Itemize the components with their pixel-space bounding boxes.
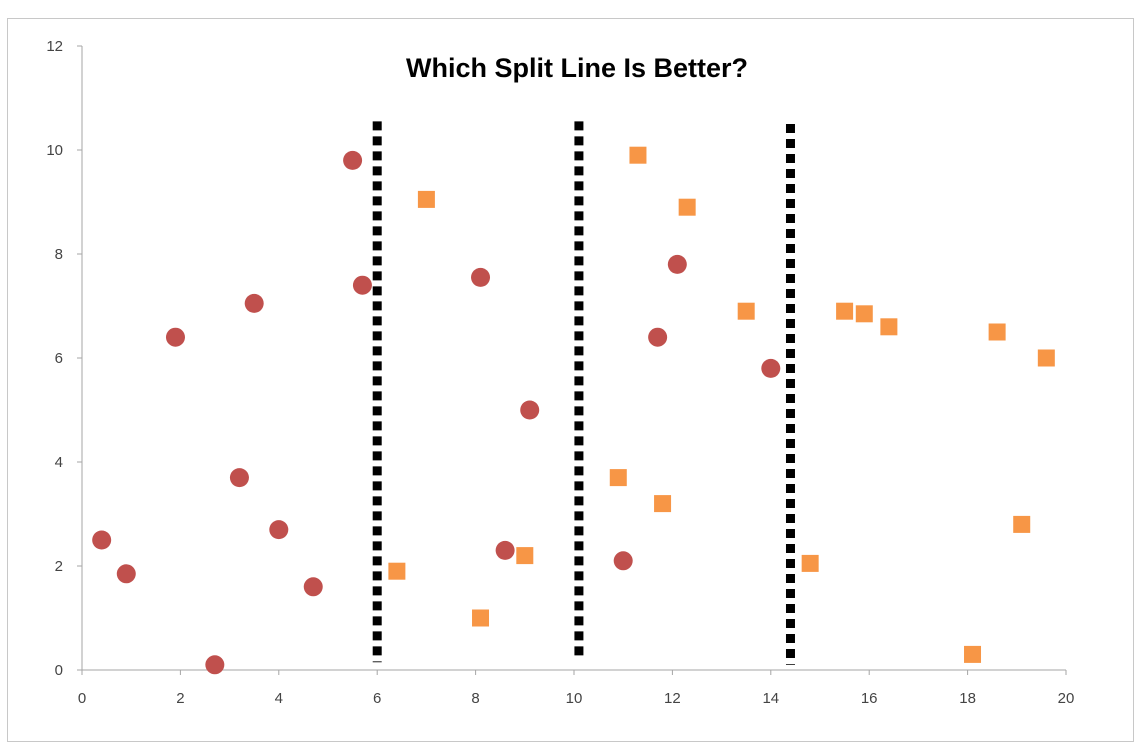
x-tick-label: 10 [566, 690, 583, 707]
x-tick-label: 0 [78, 690, 86, 707]
red-circle-point [244, 293, 264, 313]
axes: 0 2 4 6 8 10 12 0 2 4 6 8 10 12 14 16 18 20 [46, 38, 1074, 707]
orange-square-point [472, 609, 490, 627]
orange-square-point [801, 554, 819, 572]
x-tick-label: 6 [373, 690, 381, 707]
red-circle-point [269, 520, 289, 540]
orange-square-point [417, 190, 435, 208]
orange-square-point [654, 495, 672, 513]
x-tick-label: 2 [176, 690, 184, 707]
orange-square-point [855, 305, 873, 323]
y-tick-label: 12 [46, 38, 63, 55]
red-circle-point [165, 327, 185, 347]
data-points [92, 146, 1055, 675]
split-lines [372, 121, 795, 665]
orange-square-point [988, 323, 1006, 341]
orange-square-point [609, 469, 627, 487]
red-circle-point [92, 530, 112, 550]
x-tick-label: 12 [664, 690, 681, 707]
chart-title: Which Split Line Is Better? [406, 53, 748, 83]
x-tick-label: 4 [275, 690, 283, 707]
red-circle-point [667, 254, 687, 274]
chart-frame [7, 18, 1134, 742]
red-circle-point [352, 275, 372, 295]
x-tick-label: 20 [1058, 690, 1075, 707]
orange-square-point [629, 146, 647, 164]
orange-square-point [516, 547, 534, 565]
orange-square-point [880, 318, 898, 336]
orange-square-point [964, 645, 982, 663]
y-tick-label: 2 [55, 558, 63, 575]
red-circle-point [229, 468, 249, 488]
orange-square-point [1037, 349, 1055, 367]
x-tick-label: 8 [471, 690, 479, 707]
red-circle-point [471, 267, 491, 287]
orange-square-point [836, 302, 854, 320]
orange-square-point [737, 302, 755, 320]
red-circle-point [343, 150, 363, 170]
red-circle-point [648, 327, 668, 347]
y-tick-label: 6 [55, 350, 63, 367]
red-circle-point [761, 358, 781, 378]
y-tick-label: 4 [55, 454, 63, 471]
red-circle-point [205, 655, 225, 675]
red-circle-point [303, 577, 323, 597]
orange-square-point [678, 198, 696, 216]
x-tick-label: 14 [762, 690, 779, 707]
y-tick-label: 8 [55, 246, 63, 263]
y-tick-label: 0 [55, 662, 63, 679]
orange-square-point [1013, 515, 1031, 533]
red-circle-point [495, 540, 515, 560]
red-circle-point [116, 564, 136, 584]
red-circle-point [613, 551, 633, 571]
y-tick-label: 10 [46, 142, 63, 159]
red-circle-point [520, 400, 540, 420]
x-tick-label: 16 [861, 690, 878, 707]
x-tick-label: 18 [959, 690, 976, 707]
orange-square-point [388, 562, 406, 580]
